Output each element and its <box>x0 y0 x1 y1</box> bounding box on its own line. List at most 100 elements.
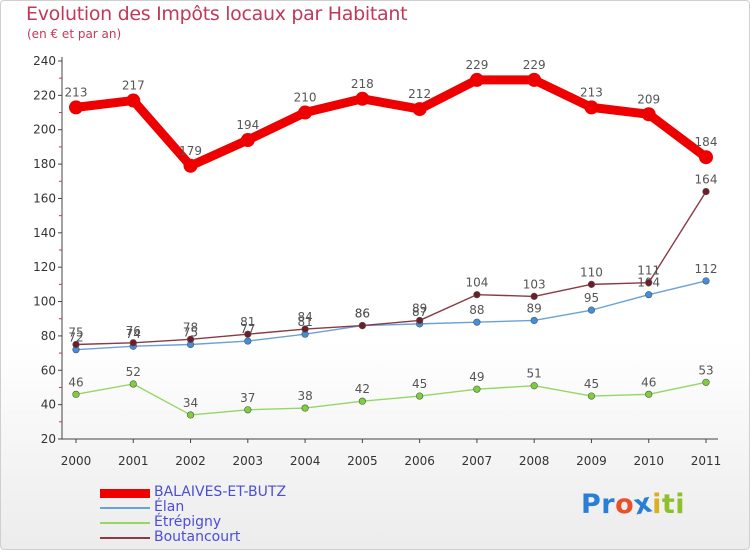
y-tick-label: 100 <box>33 295 56 309</box>
legend-label: BALAIVES-ET-BUTZ <box>154 484 287 500</box>
y-tick-label: 180 <box>33 157 56 171</box>
data-point <box>358 397 366 405</box>
x-tick-label: 2003 <box>233 454 264 468</box>
data-point <box>301 325 309 333</box>
y-tick-label: 160 <box>33 191 56 205</box>
data-point <box>240 133 255 148</box>
data-point <box>645 390 653 398</box>
data-label: 229 <box>523 58 546 72</box>
data-point <box>186 411 195 419</box>
chart-subtitle: (en € et par an) <box>27 27 122 41</box>
data-label: 81 <box>297 315 312 329</box>
y-tick-label: 220 <box>33 88 56 102</box>
data-label: 213 <box>580 85 603 99</box>
data-label: 38 <box>297 389 312 403</box>
x-tick-label: 2007 <box>462 454 493 468</box>
data-label: 72 <box>68 331 83 345</box>
y-tick-label: 200 <box>33 123 56 137</box>
data-label: 212 <box>408 87 431 101</box>
x-tick-label: 2010 <box>633 454 664 468</box>
data-point <box>702 187 710 196</box>
logo-letter: r <box>601 489 616 520</box>
data-label: 217 <box>122 79 145 93</box>
data-point <box>301 404 309 412</box>
data-label: 53 <box>698 363 713 377</box>
data-label: 103 <box>523 277 546 291</box>
y-tick-label: 20 <box>41 432 56 446</box>
data-point <box>416 316 424 325</box>
data-point <box>699 150 713 165</box>
data-point <box>473 318 481 326</box>
y-tick-label: 80 <box>41 329 56 343</box>
series-line-3 <box>75 190 707 346</box>
series-line-2 <box>75 381 707 416</box>
data-label: 51 <box>527 367 542 381</box>
data-label: 77 <box>240 322 255 336</box>
chart-title: Evolution des Impôts locaux par Habitant <box>26 3 408 25</box>
data-point <box>72 340 80 349</box>
data-point <box>473 385 481 393</box>
data-point <box>587 392 596 400</box>
x-tick-label: 2004 <box>290 454 321 468</box>
data-label: 213 <box>65 85 88 99</box>
data-point <box>530 316 538 325</box>
proxiti-logo: Proxiti <box>581 487 686 521</box>
y-tick-label: 120 <box>33 260 56 274</box>
data-label: 34 <box>183 396 198 410</box>
data-point <box>244 337 252 345</box>
data-point <box>412 102 427 117</box>
series-line-1 <box>75 280 707 351</box>
data-label: 52 <box>126 365 141 379</box>
data-point <box>702 378 710 386</box>
data-label: 194 <box>236 118 259 132</box>
data-point <box>72 390 80 398</box>
logo-letter: i <box>652 489 662 520</box>
data-point <box>473 291 481 299</box>
data-label: 89 <box>527 301 542 315</box>
data-point <box>129 380 137 388</box>
legend-label: Boutancourt <box>154 529 241 545</box>
x-tick-label: 2001 <box>118 454 149 468</box>
data-label: 184 <box>695 135 718 149</box>
data-label: 75 <box>183 326 198 340</box>
data-point <box>587 280 596 288</box>
data-point <box>587 306 596 314</box>
data-point <box>641 107 656 122</box>
data-label: 42 <box>355 382 370 396</box>
legend-swatch <box>100 522 150 524</box>
data-label: 76 <box>126 324 141 338</box>
x-tick-label: 2009 <box>576 454 607 468</box>
data-point <box>126 93 141 108</box>
x-tick-label: 2008 <box>519 454 550 468</box>
data-point <box>702 277 710 285</box>
data-point <box>129 339 137 347</box>
logo-letter: i <box>675 489 686 520</box>
data-label: 111 <box>637 264 660 278</box>
x-tick-label: 2011 <box>691 454 722 468</box>
data-point <box>530 382 538 390</box>
data-label: 81 <box>240 315 255 329</box>
data-label: 46 <box>641 375 656 389</box>
x-tick-label: 2005 <box>347 454 378 468</box>
data-point <box>69 100 83 115</box>
legend-label: Élan <box>154 499 185 515</box>
data-label: 78 <box>183 320 198 334</box>
data-label: 164 <box>695 173 718 187</box>
data-label: 179 <box>179 144 202 158</box>
data-label: 84 <box>297 310 312 324</box>
data-label: 229 <box>465 58 488 72</box>
y-tick-label: 240 <box>33 54 56 68</box>
logo-letter: P <box>581 489 602 520</box>
data-point <box>530 292 538 300</box>
x-tick-label: 2006 <box>404 454 435 468</box>
logo-letter: o <box>615 489 635 520</box>
logo-letter: t <box>661 489 676 520</box>
y-tick-label: 40 <box>41 398 56 412</box>
data-label: 88 <box>469 303 484 317</box>
data-point <box>645 291 653 299</box>
data-label: 86 <box>355 307 370 321</box>
data-point <box>584 100 599 115</box>
data-point <box>298 105 313 120</box>
